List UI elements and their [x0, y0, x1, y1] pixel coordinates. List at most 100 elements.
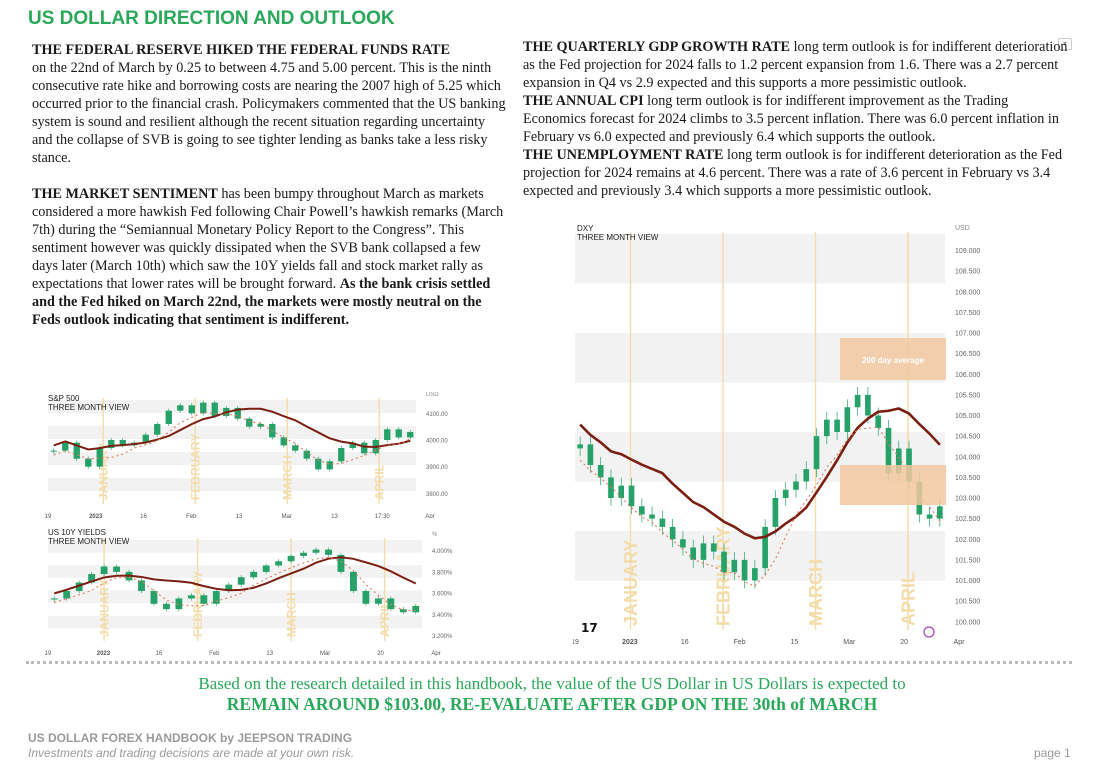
dxy-chart: JANUARY FEBRUARY MARCH APRIL 109.000 108.500 1… [573, 222, 985, 654]
candle [762, 526, 768, 569]
candle [175, 598, 183, 610]
footer-disclaimer: Investments and trading decisions are ma… [28, 746, 355, 760]
unemployment-body: long term outlook is for indifferent det… [523, 147, 1063, 199]
sentiment-conclusion: As the bank crisis settled and the Fed h… [32, 276, 491, 328]
candle [287, 555, 295, 562]
axis-unit: USD [955, 225, 970, 232]
candle [577, 444, 583, 449]
gdp-paragraph: THE QUARTERLY GDP GROWTH RATE long term … [523, 38, 1068, 92]
candle [772, 498, 779, 527]
candle [362, 591, 370, 604]
x-tick-label: 19 [573, 639, 579, 646]
y-tick-label: 107.000 [955, 331, 980, 338]
candle [165, 410, 172, 424]
candle [865, 394, 871, 416]
x-tick-label: Mar [282, 514, 292, 518]
candle [312, 549, 320, 553]
candle [803, 469, 810, 482]
gdp-body: long term outlook is for indifferent det… [523, 39, 1068, 91]
month-label: MARCH [806, 559, 826, 626]
candle [813, 436, 820, 470]
candle [926, 514, 933, 519]
candle [638, 506, 645, 515]
price-band [575, 234, 945, 284]
candle [937, 506, 943, 519]
price-band [48, 400, 416, 413]
y-tick-label: 100.000 [955, 619, 980, 626]
candle [628, 485, 635, 507]
x-tick-label: Feb [186, 514, 197, 518]
candle [597, 465, 604, 478]
candle [73, 442, 80, 459]
price-band [48, 565, 422, 578]
price-highlight-band [840, 465, 946, 505]
x-tick-label: 19 [45, 651, 52, 656]
candle [731, 559, 738, 573]
candle [669, 526, 676, 540]
x-tick-label: 17:30 [375, 514, 391, 518]
candle [257, 424, 264, 427]
y-tick-label: 3.600% [432, 592, 453, 598]
candle [50, 450, 57, 452]
candle [374, 598, 382, 604]
candle [349, 442, 356, 448]
candle [618, 485, 625, 498]
candle [200, 402, 207, 414]
x-tick-label: Feb [734, 639, 746, 646]
candle [710, 543, 717, 552]
candle [384, 429, 391, 440]
average-badge-label: 200 day average [862, 356, 924, 365]
candle [85, 458, 92, 467]
y-tick-label: 107.500 [955, 310, 980, 317]
candle [326, 461, 333, 470]
candle [690, 547, 697, 560]
y-tick-label: 4000.00 [426, 439, 448, 445]
y-tick-label: 103.500 [955, 475, 980, 482]
candle [163, 603, 170, 610]
candle [188, 405, 195, 414]
candle [280, 437, 287, 446]
month-label: APRIL [378, 601, 392, 637]
candle [387, 598, 395, 610]
y-tick-label: 3900.00 [426, 465, 448, 471]
candle [237, 577, 245, 585]
candle [793, 481, 799, 490]
candle [337, 554, 345, 572]
x-tick-label: 19 [45, 514, 52, 518]
candle [300, 552, 307, 556]
candle [350, 571, 357, 592]
candle [325, 549, 332, 555]
candle [234, 408, 241, 419]
candle [700, 543, 707, 560]
y-tick-label: 3800.00 [426, 492, 448, 498]
dxy-chart-title: DXY THREE MONTH VIEW [577, 224, 659, 242]
y-tick-label: 106.000 [955, 372, 980, 379]
y-tick-label: 101.000 [955, 578, 980, 585]
short-average-line [579, 426, 941, 587]
cpi-body: long term outlook is for indifferent imp… [523, 93, 1059, 145]
candle [225, 584, 233, 592]
candle [885, 427, 892, 474]
unemployment-heading: THE UNEMPLOYMENT RATE [523, 147, 724, 163]
sentiment-heading: THE MARKET SENTIMENT [32, 186, 218, 202]
candle [108, 440, 115, 448]
x-tick-label: 20 [377, 651, 384, 656]
dropdown-toggle-icon[interactable]: ▾ [1058, 38, 1072, 50]
candle [150, 591, 158, 604]
x-tick-label: Feb [209, 651, 220, 656]
fed-paragraph: THE FEDERAL RESERVE HIKED THE FEDERAL FU… [32, 41, 508, 167]
short-average-line [53, 411, 411, 465]
page-title: US DOLLAR DIRECTION AND OUTLOOK [28, 8, 395, 29]
candle [62, 442, 69, 451]
x-tick-label: 2023 [622, 639, 638, 646]
y-tick-label: 4100.00 [426, 412, 448, 418]
y-tick-label: 101.500 [955, 557, 980, 564]
candle [154, 424, 161, 435]
month-label: JANUARY [621, 540, 641, 626]
sentiment-paragraph: THE MARKET SENTIMENT has been bumpy thro… [32, 185, 508, 329]
short-average-line [54, 556, 416, 612]
x-tick-label: 13 [266, 651, 273, 656]
gdp-heading: THE QUARTERLY GDP GROWTH RATE [523, 39, 791, 55]
y-tick-label: 3.400% [432, 613, 453, 619]
candle [119, 440, 126, 446]
